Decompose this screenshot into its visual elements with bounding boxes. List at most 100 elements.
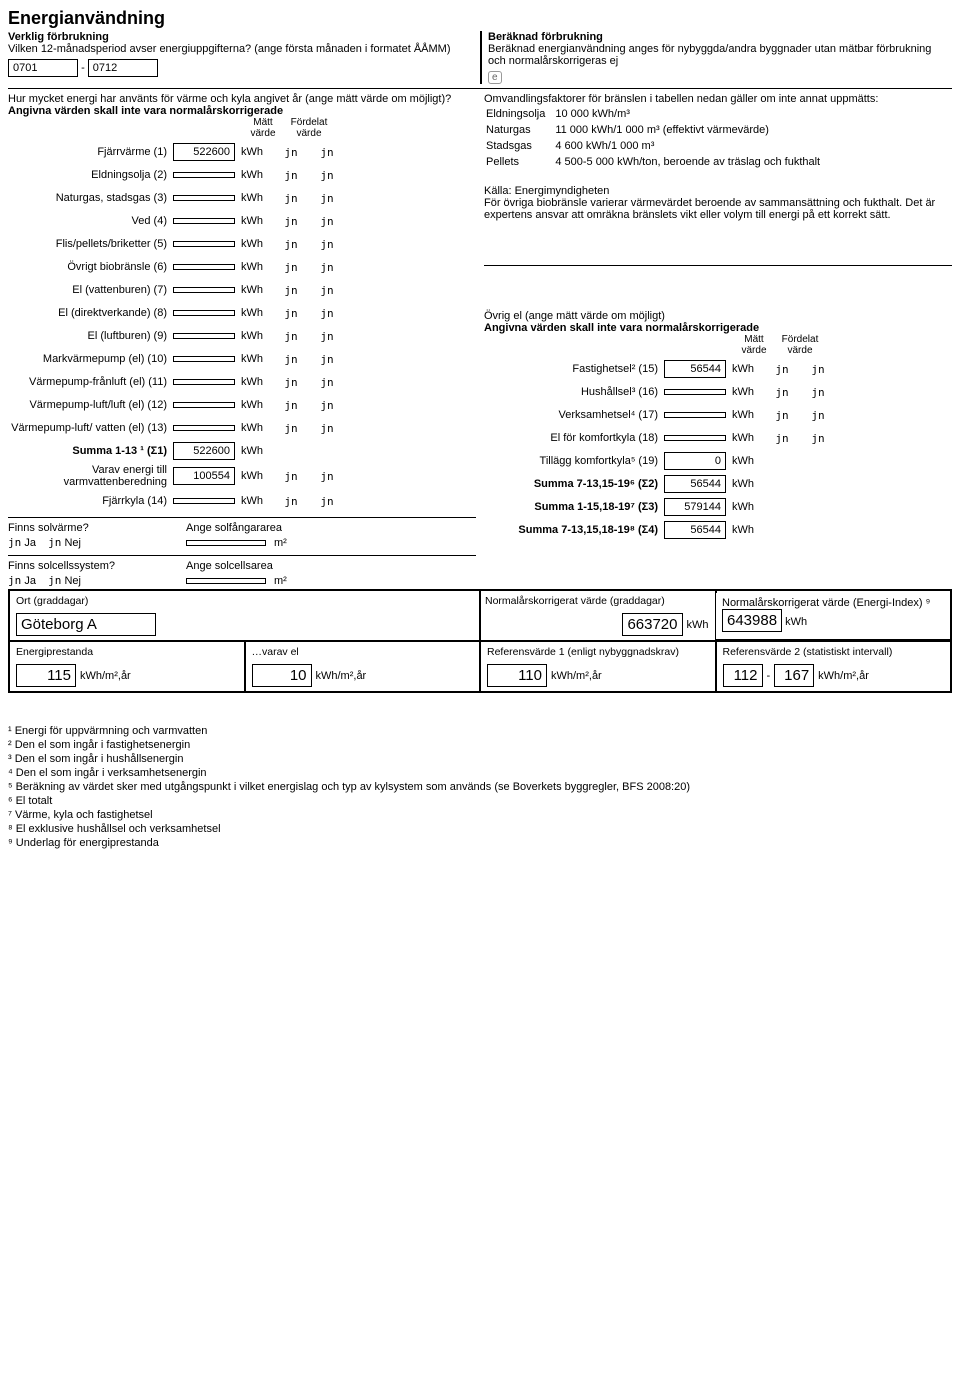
radio-ford[interactable]: jn	[320, 399, 333, 412]
footnote: ³ Den el som ingår i hushållsenergin	[8, 753, 952, 765]
radio-matt[interactable]: jn	[284, 169, 297, 182]
ovrig-row-value[interactable]: 579144	[664, 498, 726, 516]
conv-val: 4 600 kWh/1 000 m³	[555, 139, 828, 153]
energy-row-label: Ved (4)	[8, 215, 173, 227]
radio-matt[interactable]: jn	[284, 495, 297, 508]
fjarrkyla-label: Fjärrkyla (14)	[8, 495, 173, 507]
energy-row-value[interactable]	[173, 356, 235, 362]
radio-ford[interactable]: jn	[811, 409, 824, 422]
radio-matt[interactable]: jn	[775, 386, 788, 399]
norm-grad-lbl: Normalårskorrigerat värde (graddagar)	[485, 595, 709, 607]
left-col: Verklig förbrukning Vilken 12-månadsperi…	[8, 31, 472, 84]
energy-row-value[interactable]	[173, 310, 235, 316]
solcell-nej-radio[interactable]: jn	[48, 574, 61, 587]
radio-ford[interactable]: jn	[320, 376, 333, 389]
energy-row-value[interactable]: 522600	[173, 143, 235, 161]
varavel-val: 10	[252, 664, 312, 687]
energy-row-unit: kWh	[237, 169, 271, 181]
radio-matt[interactable]: jn	[284, 238, 297, 251]
ovrig-row-value[interactable]: 56544	[664, 521, 726, 539]
ovrig-row-value[interactable]	[664, 389, 726, 395]
conv-row: Stadsgas4 600 kWh/1 000 m³	[486, 139, 828, 153]
radio-matt[interactable]: jn	[775, 432, 788, 445]
ovrig-row-value[interactable]: 0	[664, 452, 726, 470]
fjarrkyla-value[interactable]	[173, 498, 235, 504]
radio-matt[interactable]: jn	[284, 422, 297, 435]
radio-matt[interactable]: jn	[284, 376, 297, 389]
energy-row: Flis/pellets/briketter (5)kWhjnjn	[8, 234, 476, 254]
radio-matt[interactable]: jn	[775, 409, 788, 422]
radio-ford[interactable]: jn	[320, 215, 333, 228]
radio-ford[interactable]: jn	[320, 284, 333, 297]
radio-ford[interactable]: jn	[320, 146, 333, 159]
solcell-nej: Nej	[64, 575, 81, 587]
energy-row-value[interactable]	[173, 379, 235, 385]
period-to[interactable]: 0712	[88, 59, 158, 77]
radio-matt[interactable]: jn	[284, 215, 297, 228]
ref1-unit: kWh/m²,år	[551, 670, 602, 682]
norm-ei-val: 643988	[722, 609, 782, 632]
solcell-ja-radio[interactable]: jn	[8, 574, 21, 587]
fjarrkyla-unit: kWh	[237, 495, 271, 507]
right-energy-col: Omvandlingsfaktorer för bränslen i tabel…	[484, 93, 952, 589]
radio-ford[interactable]: jn	[320, 169, 333, 182]
energy-row-label: Värmepump-luft/luft (el) (12)	[8, 399, 173, 411]
ovrig-row-value[interactable]: 56544	[664, 475, 726, 493]
period-from[interactable]: 0701	[8, 59, 78, 77]
radio-ford[interactable]: jn	[320, 307, 333, 320]
radio-ford[interactable]: jn	[320, 353, 333, 366]
radio-ford[interactable]: jn	[811, 432, 824, 445]
radio-ford[interactable]: jn	[320, 470, 333, 483]
varav-value[interactable]: 100554	[173, 467, 235, 485]
q2: Hur mycket energi har använts för värme …	[8, 93, 476, 105]
ovrig-row-value[interactable]	[664, 435, 726, 441]
radio-matt[interactable]: jn	[284, 261, 297, 274]
right-heading: Beräknad förbrukning	[488, 31, 952, 43]
energy-row-unit: kWh	[237, 422, 271, 434]
radio-ford[interactable]: jn	[320, 330, 333, 343]
radio-ford[interactable]: jn	[320, 238, 333, 251]
ort-grad-val[interactable]: Göteborg A	[16, 613, 156, 636]
energy-row-value[interactable]	[173, 287, 235, 293]
radio-matt[interactable]: jn	[284, 146, 297, 159]
energy-row-value[interactable]	[173, 241, 235, 247]
radio-ford[interactable]: jn	[811, 363, 824, 376]
radio-matt[interactable]: jn	[284, 470, 297, 483]
varavel-lbl: …varav el	[252, 646, 474, 658]
radio-matt[interactable]: jn	[284, 192, 297, 205]
energy-row-value[interactable]	[173, 264, 235, 270]
ovrig-row-value[interactable]	[664, 412, 726, 418]
ref2-lbl: Referensvärde 2 (statistiskt intervall)	[723, 646, 945, 658]
ovrig-row-unit: kWh	[728, 455, 762, 467]
energy-row: Värmepump-luft/luft (el) (12)kWhjnjn	[8, 395, 476, 415]
solvarme-ja-radio[interactable]: jn	[8, 536, 21, 549]
footnote: ¹ Energi för uppvärmning och varmvatten	[8, 725, 952, 737]
solcell-area[interactable]	[186, 578, 266, 584]
radio-matt[interactable]: jn	[284, 330, 297, 343]
energy-row-unit: kWh	[237, 215, 271, 227]
radio-matt[interactable]: jn	[284, 307, 297, 320]
radio-matt[interactable]: jn	[284, 284, 297, 297]
solvarme-nej-radio[interactable]: jn	[48, 536, 61, 549]
radio-ford[interactable]: jn	[320, 422, 333, 435]
radio-matt[interactable]: jn	[775, 363, 788, 376]
energy-row-value[interactable]	[173, 402, 235, 408]
energy-row-value[interactable]	[173, 333, 235, 339]
energy-row-value[interactable]	[173, 172, 235, 178]
kalla2: För övriga biobränsle varierar värmevärd…	[484, 197, 952, 221]
energy-row: Övrigt biobränsle (6)kWhjnjn	[8, 257, 476, 277]
footnotes: ¹ Energi för uppvärmning och varmvatten²…	[8, 725, 952, 849]
radio-ford[interactable]: jn	[320, 261, 333, 274]
solvarme-q: Finns solvärme?	[8, 522, 178, 534]
energy-row-unit: kWh	[237, 330, 271, 342]
radio-matt[interactable]: jn	[284, 399, 297, 412]
radio-ford[interactable]: jn	[811, 386, 824, 399]
energy-row-value[interactable]	[173, 425, 235, 431]
radio-matt[interactable]: jn	[284, 353, 297, 366]
radio-ford[interactable]: jn	[320, 495, 333, 508]
radio-ford[interactable]: jn	[320, 192, 333, 205]
energy-row-value[interactable]	[173, 195, 235, 201]
ovrig-row-value[interactable]: 56544	[664, 360, 726, 378]
solvarme-area[interactable]	[186, 540, 266, 546]
energy-row-value[interactable]	[173, 218, 235, 224]
